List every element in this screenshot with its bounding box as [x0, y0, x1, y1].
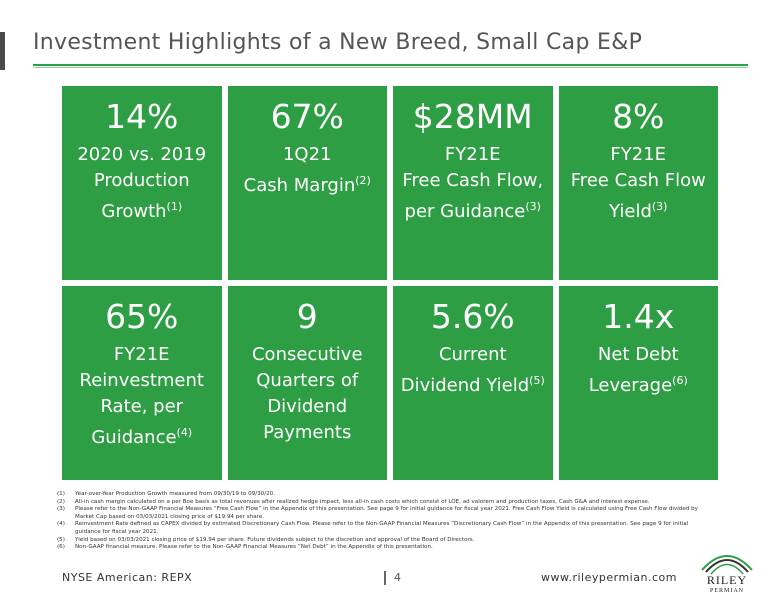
- page-title: Investment Highlights of a New Breed, Sm…: [33, 30, 643, 55]
- tile-label-line: per Guidance(3): [404, 200, 541, 222]
- tile-label-line: Cash Margin(2): [243, 174, 371, 196]
- footnote-ref: (1): [166, 200, 183, 213]
- tile-label-line: Payments: [263, 422, 352, 443]
- tile-label-line: Guidance(4): [91, 426, 193, 448]
- tile-label-line: Free Cash Flow: [570, 170, 706, 191]
- tile-label-line: Quarters of: [256, 370, 359, 391]
- svg-text:RILEY: RILEY: [707, 573, 747, 587]
- footnote-ref: (3): [651, 200, 668, 213]
- footnote: (6) Non-GAAP financial measure. Please re…: [57, 544, 433, 551]
- tile-value: 5.6%: [430, 297, 515, 336]
- footer-website: www.rileypermian.com: [541, 571, 677, 584]
- title-accent-bar: [0, 32, 5, 70]
- footnote-ref: (2): [355, 174, 371, 187]
- tile-label-line: Production: [93, 170, 190, 191]
- tile-value: 67%: [270, 97, 344, 136]
- highlight-tile-cash-margin: 67% 1Q21 Cash Margin(2): [227, 86, 387, 280]
- tile-value: $28MM: [412, 97, 533, 136]
- highlight-tile-free-cash-flow: $28MM FY21E Free Cash Flow, per Guidance…: [393, 86, 553, 280]
- tile-value: 1.4x: [602, 297, 675, 336]
- title-underline: [33, 64, 748, 66]
- highlight-tile-dividend-yield: 5.6% Current Dividend Yield(5): [393, 286, 553, 480]
- highlight-tile-fcf-yield: 8% FY21E Free Cash Flow Yield(3): [558, 86, 718, 280]
- tile-label-line: Free Cash Flow,: [402, 170, 544, 191]
- footnote-ref: (3): [525, 200, 541, 213]
- footnote: (2) All-in cash margin calculated on a pe…: [57, 498, 650, 505]
- tile-value: 65%: [105, 297, 179, 336]
- tile-label-line: Dividend: [267, 396, 348, 417]
- tile-label-line: Net Debt: [597, 344, 679, 365]
- tile-label-line: FY21E: [610, 144, 667, 165]
- highlights-grid: 14% 2020 vs. 2019 Production Growth(1) 6…: [62, 86, 718, 480]
- tile-value: 8%: [612, 97, 665, 136]
- tile-label-line: Reinvestment: [79, 370, 204, 391]
- tile-label-line: FY21E: [444, 144, 501, 165]
- tile-label-line: 1Q21: [282, 144, 332, 165]
- tile-label-line: Current: [438, 344, 507, 365]
- tile-label-line: Yield(3): [609, 200, 668, 222]
- riley-permian-logo: RILEY PERMIAN: [701, 555, 753, 594]
- tile-label-line: Leverage(6): [588, 374, 688, 396]
- tile-label-line: Dividend Yield(5): [400, 374, 545, 396]
- highlight-tile-dividend-quarters: 9 Consecutive Quarters of Dividend Payme…: [227, 286, 387, 480]
- tile-value: 14%: [105, 97, 179, 136]
- footnote-ref: (6): [672, 374, 688, 387]
- highlight-tile-net-debt-leverage: 1.4x Net Debt Leverage(6): [558, 286, 718, 480]
- tile-label-line: Rate, per: [100, 396, 184, 417]
- footnote: (1) Year-over-Year Production Growth meas…: [57, 491, 275, 497]
- footnote-ref: (5): [529, 374, 545, 387]
- page-number: 4: [394, 571, 401, 584]
- tile-label-line: 2020 vs. 2019: [77, 144, 207, 165]
- tile-value: 9: [296, 297, 318, 336]
- footnote: (5) Yield based on 03/03/2021 closing pri…: [57, 536, 475, 543]
- footer-ticker: NYSE American: REPX: [62, 571, 193, 584]
- tile-label-line: FY21E: [113, 344, 170, 365]
- footnote: (4) Reinvestment Rate defined as CAPEX di…: [57, 521, 689, 535]
- svg-text:PERMIAN: PERMIAN: [710, 588, 744, 594]
- highlight-tile-production-growth: 14% 2020 vs. 2019 Production Growth(1): [62, 86, 222, 280]
- footnotes: (1) Year-over-Year Production Growth meas…: [57, 491, 707, 552]
- tile-label-line: Growth(1): [101, 200, 183, 222]
- footnote: (3) Please refer to the Non-GAAP Financia…: [57, 506, 698, 520]
- footnote-ref: (4): [176, 426, 193, 439]
- footer-divider: [384, 571, 386, 585]
- title-underline-light: [33, 67, 748, 68]
- highlight-tile-reinvestment-rate: 65% FY21E Reinvestment Rate, per Guidanc…: [62, 286, 222, 480]
- tile-label-line: Consecutive: [251, 344, 363, 365]
